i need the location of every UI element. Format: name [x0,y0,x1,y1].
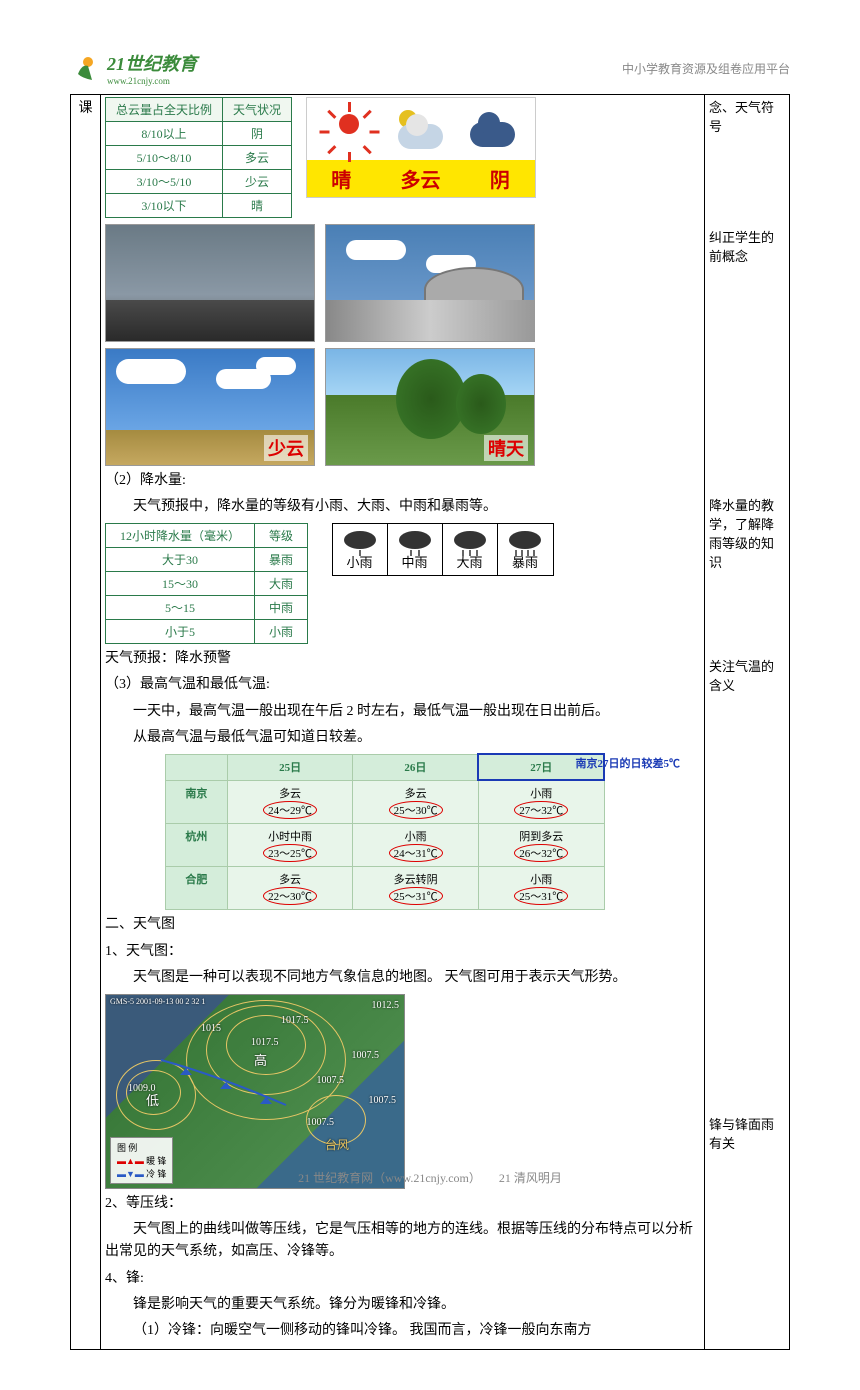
weather-map: GMS-5 2001-09-13 00 2 32 1 1017.5 1012.5… [105,994,405,1189]
sec-map-t1: 1、天气图： [105,941,700,963]
left-column: 课 [71,95,101,1350]
label-overcast: 阴 [490,164,510,193]
rainfall-table: 12小时降水量（毫米）等级 大于30暴雨 15～30大雨 5～15中雨 小于5小… [105,523,308,644]
partly-cloudy-icon [393,104,448,154]
sec-map-d3: 锋是影响天气的重要天气系统。锋分为暖锋和冷锋。 [105,1294,700,1316]
logo-url: www.21cnjy.com [107,76,197,86]
header-right: 中小学教育资源及组卷应用平台 [622,60,790,77]
main-content: 总云量占全天比例天气状况 8/10以上阴 5/10～8/10多云 3/10～5/… [101,95,705,1350]
photo-few-clouds: 少云 [105,348,315,466]
photo-row-1: 阴天 多云 [105,224,700,342]
logo: 21世纪教育 www.21cnjy.com [70,50,197,86]
lesson-table: 课 总云量占全天比例天气状况 8/10以上阴 5/10～8/10多云 3/10～… [70,94,790,1350]
sec3-l1: 一天中，最高气温一般出现在午后 2 时左右，最低气温一般出现在日出前后。 [105,701,700,723]
sec2-title: （2）降水量: [105,470,700,492]
sec-map-d1: 天气图是一种可以表现不同地方气象信息的地图。 天气图可用于表示天气形势。 [105,967,700,989]
photo-row-2: 少云 晴天 [105,348,700,466]
sec-map-h1: 二、天气图 [105,914,700,936]
cloud-ratio-table: 总云量占全天比例天气状况 8/10以上阴 5/10～8/10多云 3/10～5/… [105,97,292,218]
sec-map-d2: 天气图上的曲线叫做等压线，它是气压相等的地方的连线。根据等压线的分布特点可以分析… [105,1219,700,1264]
sec-map-t2: 2、等压线： [105,1193,700,1215]
overcast-icon [465,104,520,154]
page-header: 21世纪教育 www.21cnjy.com 中小学教育资源及组卷应用平台 [70,50,790,86]
heavy-rain-icon: 大雨 [443,524,498,575]
logo-icon [70,52,102,84]
photo-clear: 晴天 [325,348,535,466]
storm-rain-icon: 暴雨 [498,524,553,575]
rain-warning: 天气预报：降水预警 [105,648,700,670]
sec-map-t3: 4、锋: [105,1268,700,1290]
sec2-desc: 天气预报中，降水量的等级有小雨、大雨、中雨和暴雨等。 [105,496,700,518]
weather-icons-box: 晴 多云 阴 [306,97,536,198]
photo-overcast: 阴天 [105,224,315,342]
rain-icons: 小雨 中雨 大雨 暴雨 [332,523,554,576]
logo-text: 21世纪教育 [107,50,197,76]
moderate-rain-icon: 中雨 [388,524,443,575]
temperature-table: 25日 26日 27日 南京 多云24～29℃ 多云25～30℃ 小雨27～32… [165,753,605,910]
sec-map-d4: （1）冷锋：向暖空气一侧移动的锋叫冷锋。 我国而言，冷锋一般向东南方 [105,1320,700,1342]
temp-note: 南京27日的日较差5℃ [576,755,681,771]
photo-partly-cloudy: 多云 [325,224,535,342]
light-rain-icon: 小雨 [333,524,388,575]
right-column: 念、天气符号 纠正学生的前概念 降水量的教学，了解降雨等级的知识 关注气温的含义… [705,95,790,1350]
sunny-icon [321,104,376,154]
page-footer: 21 世纪教育网（www.21cnjy.com） 21 清风明月 [0,1169,860,1186]
label-sunny: 晴 [331,164,351,193]
sec3-l2: 从最高气温与最低气温可知道日较差。 [105,727,700,749]
label-cloudy: 多云 [401,164,441,193]
sec3-title: （3）最高气温和最低气温: [105,674,700,696]
